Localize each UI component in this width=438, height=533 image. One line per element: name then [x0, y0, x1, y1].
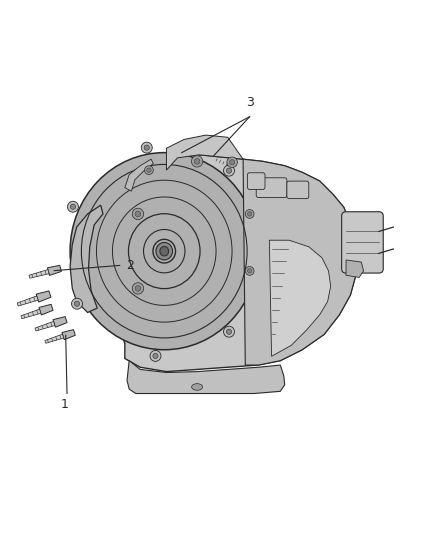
Ellipse shape	[71, 204, 76, 209]
Ellipse shape	[245, 209, 254, 219]
Polygon shape	[183, 154, 199, 164]
Polygon shape	[346, 260, 364, 278]
Ellipse shape	[223, 326, 234, 337]
Ellipse shape	[74, 301, 80, 306]
Text: 1: 1	[61, 398, 69, 411]
Ellipse shape	[192, 384, 202, 390]
Text: 3: 3	[246, 96, 254, 109]
Ellipse shape	[226, 168, 232, 173]
Ellipse shape	[160, 246, 169, 256]
Polygon shape	[35, 321, 55, 331]
Ellipse shape	[132, 208, 144, 220]
Polygon shape	[269, 240, 331, 356]
Ellipse shape	[156, 243, 173, 260]
Polygon shape	[17, 296, 38, 306]
FancyBboxPatch shape	[256, 178, 287, 198]
Ellipse shape	[223, 165, 234, 176]
Ellipse shape	[150, 350, 161, 361]
Ellipse shape	[245, 266, 254, 275]
Ellipse shape	[144, 145, 149, 150]
Ellipse shape	[226, 329, 232, 334]
Ellipse shape	[145, 166, 153, 174]
Polygon shape	[62, 329, 75, 340]
Polygon shape	[214, 157, 230, 167]
Polygon shape	[21, 309, 41, 319]
Polygon shape	[243, 159, 357, 365]
Polygon shape	[99, 154, 357, 372]
Ellipse shape	[194, 158, 200, 164]
Polygon shape	[36, 291, 51, 302]
Ellipse shape	[147, 168, 151, 172]
Polygon shape	[47, 265, 61, 276]
Ellipse shape	[132, 282, 144, 294]
Ellipse shape	[191, 156, 203, 167]
Ellipse shape	[153, 353, 158, 359]
Ellipse shape	[67, 201, 78, 212]
Polygon shape	[125, 159, 153, 191]
Polygon shape	[53, 317, 67, 327]
Ellipse shape	[135, 286, 141, 291]
Polygon shape	[174, 149, 185, 159]
FancyBboxPatch shape	[342, 212, 383, 273]
Ellipse shape	[247, 212, 252, 216]
Polygon shape	[39, 304, 53, 315]
FancyBboxPatch shape	[287, 181, 309, 199]
Ellipse shape	[227, 157, 237, 167]
Ellipse shape	[141, 142, 152, 153]
Polygon shape	[29, 270, 49, 278]
Text: 2: 2	[126, 259, 134, 272]
Ellipse shape	[70, 152, 258, 350]
Ellipse shape	[247, 269, 252, 273]
Ellipse shape	[71, 298, 82, 309]
Polygon shape	[166, 135, 243, 170]
Polygon shape	[127, 361, 285, 393]
Polygon shape	[45, 334, 64, 343]
FancyBboxPatch shape	[247, 173, 265, 189]
Ellipse shape	[230, 159, 235, 165]
Ellipse shape	[135, 211, 141, 217]
Polygon shape	[205, 152, 216, 162]
Polygon shape	[70, 205, 103, 312]
